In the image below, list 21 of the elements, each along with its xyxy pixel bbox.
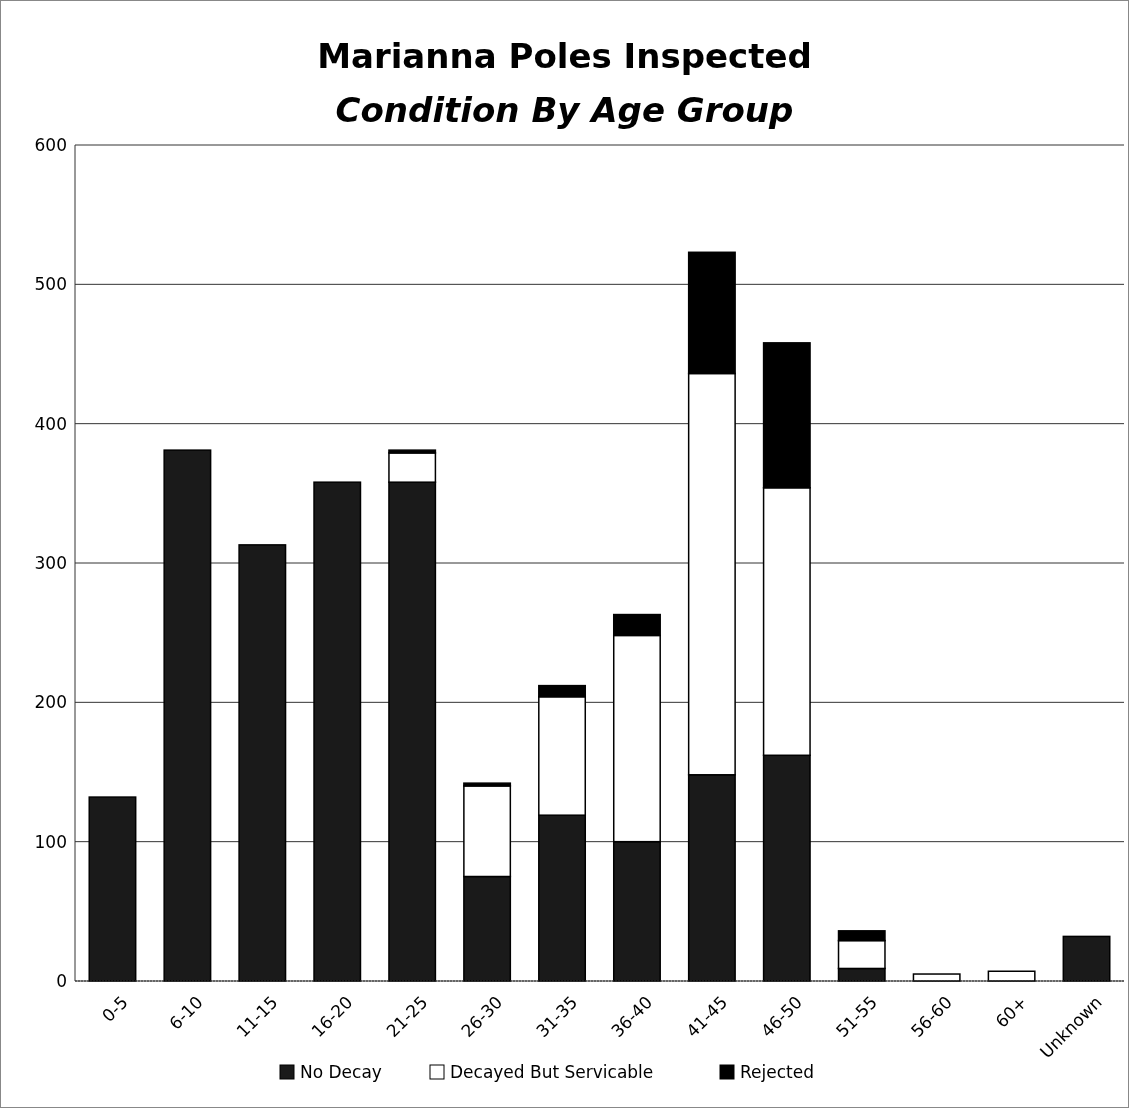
bar (163, 449, 212, 982)
y-tick-label: 500 (34, 274, 67, 295)
x-tick-label: 0-5 (97, 992, 132, 1026)
bar (238, 544, 287, 982)
chart-subtitle: Condition By Age Group (335, 90, 794, 130)
x-tick-label: 60+ (991, 992, 1031, 1032)
y-tick-label: 100 (34, 831, 67, 852)
y-tick-label: 200 (34, 692, 67, 713)
bar (88, 796, 137, 982)
y-tick-label: 400 (34, 413, 67, 434)
y-tick-label: 300 (34, 552, 67, 573)
bar (987, 970, 1036, 982)
legend-label: No Decay (300, 1061, 382, 1082)
y-tick-label: 0 (56, 970, 67, 991)
bar (1062, 935, 1111, 982)
y-tick-label: 600 (34, 134, 67, 155)
bar (912, 973, 961, 982)
chart-title: Marianna Poles Inspected (317, 36, 812, 76)
legend-label: Decayed But Servicable (450, 1061, 654, 1082)
legend-label: Rejected (740, 1061, 814, 1082)
bar (313, 481, 362, 982)
